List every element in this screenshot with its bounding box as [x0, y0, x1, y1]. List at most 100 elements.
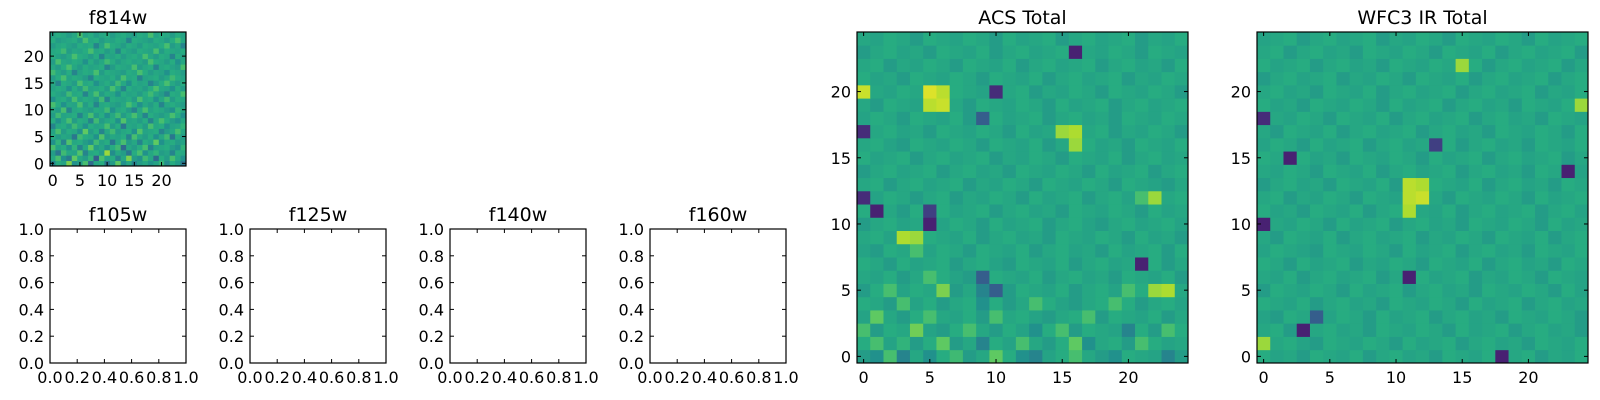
heatmap-cell [936, 58, 951, 73]
heatmap-cell [1442, 98, 1456, 112]
heatmap-cell [131, 69, 138, 76]
heatmap-cell [1442, 58, 1456, 73]
heatmap-cell [1482, 204, 1496, 218]
heatmap-cell [169, 42, 176, 49]
heatmap-cell [870, 71, 884, 86]
heatmap-cell [1442, 32, 1456, 46]
heatmap-cell [126, 117, 132, 124]
heatmap-cell [1323, 283, 1337, 298]
heatmap-cell [1042, 204, 1056, 218]
heatmap-cell [1055, 137, 1070, 152]
heatmap-cell [1257, 243, 1271, 258]
heatmap-cell [1055, 32, 1070, 46]
heatmap-cell [936, 32, 951, 46]
y-tick-label: 10 [24, 101, 44, 120]
heatmap-cell [82, 160, 89, 167]
heatmap-cell [153, 74, 160, 81]
heatmap-cell [1415, 230, 1430, 245]
heatmap-cell [1349, 204, 1364, 218]
heatmap-cell [60, 85, 67, 92]
heatmap-cell [1135, 58, 1149, 73]
heatmap-cell [1042, 98, 1056, 112]
heatmap-cell [1548, 270, 1562, 284]
heatmap-cell [115, 144, 122, 151]
heatmap-cell [1376, 349, 1390, 364]
heatmap-cell [1349, 84, 1364, 99]
heatmap-cell [909, 283, 924, 298]
heatmap-cell [989, 270, 1004, 284]
heatmap-cell [1121, 190, 1136, 205]
heatmap-cell [1108, 217, 1123, 231]
heatmap-cell [50, 69, 56, 76]
heatmap-cell [1108, 45, 1123, 59]
heatmap-cell [976, 230, 990, 245]
x-tick-label: 1.0 [173, 368, 198, 387]
heatmap-cell [88, 74, 94, 81]
heatmap-cell [1068, 84, 1083, 99]
heatmap-cell [976, 32, 990, 46]
heatmap-cell [142, 74, 149, 81]
heatmap-cell [50, 155, 56, 162]
heatmap-cell [1548, 111, 1562, 126]
heatmap-cell [1309, 71, 1324, 86]
heatmap-cell [164, 32, 171, 38]
heatmap-cell [1095, 124, 1109, 139]
x-tick-label: 20 [1518, 368, 1538, 387]
heatmap-cell [77, 53, 84, 60]
heatmap-cell [88, 42, 94, 49]
heatmap-cell [126, 139, 132, 145]
heatmap-cell [1309, 58, 1324, 73]
heatmap-cell [1283, 124, 1298, 139]
heatmap-cell [1482, 71, 1496, 86]
heatmap-cell [1389, 124, 1404, 139]
heatmap-cell [1323, 243, 1337, 258]
heatmap-cell [1376, 164, 1390, 179]
heatmap-cell [1574, 137, 1589, 152]
heatmap-cell [962, 190, 977, 205]
heatmap-cell [976, 58, 990, 73]
heatmap-cell [976, 257, 990, 271]
heatmap-cell [120, 48, 127, 54]
heatmap-cell [989, 323, 1004, 337]
heatmap-cell [153, 53, 160, 60]
heatmap-cell [126, 101, 132, 108]
heatmap-cell [175, 144, 181, 151]
heatmap-cell [1309, 151, 1324, 165]
heatmap-cell [1336, 243, 1351, 258]
heatmap-cell [147, 107, 154, 113]
heatmap-cell [158, 64, 165, 70]
heatmap-cell [1095, 45, 1109, 59]
heatmap-cell [60, 123, 67, 129]
heatmap-cell [1042, 323, 1056, 337]
heatmap-cell [1068, 296, 1083, 311]
heatmap-cell [1174, 349, 1189, 364]
heatmap-cell [1429, 349, 1443, 364]
heatmap-cell [1482, 296, 1496, 311]
heatmap-cell [1323, 45, 1337, 59]
heatmap-cell [55, 133, 62, 140]
heatmap-cell [1402, 323, 1417, 337]
heatmap-cell [82, 101, 89, 108]
heatmap-cell [1029, 270, 1043, 284]
heatmap-cell [1362, 349, 1377, 364]
heatmap-cell [1174, 336, 1189, 351]
heatmap-cell [120, 42, 127, 49]
heatmap-cell [1548, 151, 1562, 165]
heatmap-cell [1389, 257, 1404, 271]
heatmap-cell [1561, 243, 1576, 258]
heatmap-cell [989, 32, 1004, 46]
heatmap-cell [936, 283, 951, 298]
heatmap-cells [1257, 32, 1589, 364]
heatmap-cell [1296, 190, 1311, 205]
heatmap-cell [883, 124, 898, 139]
heatmap-cell [1174, 283, 1189, 298]
heatmap-cell [82, 96, 89, 103]
heatmap-cell [1336, 349, 1351, 364]
heatmap-cell [1548, 177, 1562, 192]
heatmap-cell [1548, 45, 1562, 59]
heatmap-cell [1389, 98, 1404, 112]
heatmap-cell [1082, 257, 1096, 271]
heatmap-cell [1135, 296, 1149, 311]
heatmap-cell [1362, 58, 1377, 73]
